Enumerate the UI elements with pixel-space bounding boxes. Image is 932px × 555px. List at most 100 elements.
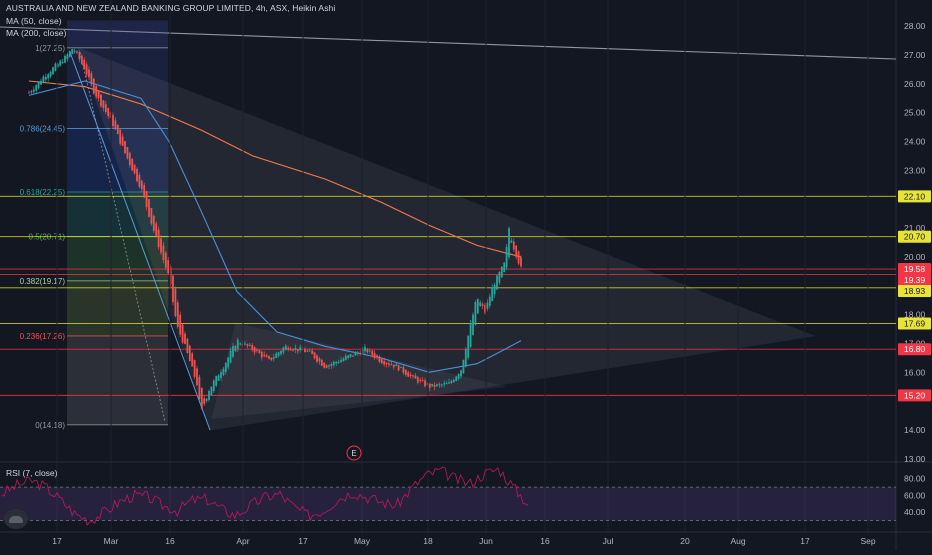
candle-body — [515, 245, 518, 258]
candle-body — [133, 164, 136, 174]
candle-body — [428, 383, 431, 388]
candle-body — [486, 302, 489, 309]
ma50-legend[interactable]: MA (50, close) — [6, 16, 62, 26]
price-tick-label: 20.00 — [904, 252, 926, 262]
price-tick-label: 28.00 — [904, 21, 926, 31]
candle-body — [131, 158, 134, 171]
fib-zone — [67, 20, 168, 48]
candle-body — [304, 349, 306, 353]
candle-body — [414, 375, 417, 379]
candle-body — [104, 104, 107, 112]
candle-body — [191, 353, 194, 367]
candle-body — [361, 349, 364, 354]
tradingview-logo-icon[interactable] — [4, 509, 28, 529]
rsi-legend[interactable]: RSI (7, close) — [6, 468, 58, 478]
candle-body — [107, 108, 110, 117]
level-price-label: 18.93 — [904, 286, 926, 296]
rsi-band — [0, 487, 896, 521]
candle-body — [56, 63, 59, 68]
candle-body — [54, 63, 57, 71]
candle-body — [220, 372, 222, 379]
candle-body — [239, 343, 242, 345]
candle-body — [28, 92, 30, 94]
candle-body — [385, 362, 388, 365]
ma200-line — [28, 80, 522, 258]
candle-body — [47, 74, 50, 79]
candle-body — [400, 366, 402, 368]
candle-body — [217, 375, 220, 381]
candle-body — [229, 350, 232, 363]
rsi-tick-label: 80.00 — [904, 474, 926, 484]
candle-body — [272, 357, 275, 359]
triangle-left-edge — [69, 51, 211, 431]
candle-body — [251, 344, 254, 350]
candle-body — [287, 347, 290, 350]
candle-body — [80, 55, 83, 64]
candle-body — [196, 368, 198, 386]
candle-body — [59, 60, 62, 66]
candle-body — [431, 383, 434, 386]
candle-body — [92, 78, 95, 94]
candle-body — [491, 287, 494, 302]
candles-group — [28, 48, 522, 410]
level-price-label: 19.39 — [904, 275, 926, 285]
candle-body — [481, 304, 484, 306]
candle-body — [376, 355, 378, 358]
candle-body — [438, 384, 441, 386]
candle-body — [174, 288, 177, 317]
candle-body — [510, 240, 513, 243]
candle-body — [421, 380, 424, 382]
candle-body — [340, 359, 342, 363]
candle-body — [378, 356, 381, 362]
candle-body — [289, 348, 292, 351]
candle-body — [265, 355, 268, 358]
candle-body — [474, 302, 477, 325]
fib-label: 0.618(22.25) — [20, 188, 66, 197]
candle-body — [328, 365, 330, 367]
candle-body — [282, 347, 285, 353]
candle-body — [342, 358, 345, 362]
candle-body — [73, 51, 76, 53]
candle-body — [164, 252, 167, 268]
candle-body — [445, 383, 448, 385]
candle-body — [508, 228, 510, 258]
candle-body — [42, 76, 45, 83]
candle-body — [347, 355, 350, 358]
candle-body — [136, 168, 138, 182]
candle-body — [505, 247, 508, 268]
candle-body — [311, 350, 314, 355]
ma200-legend[interactable]: MA (200, close) — [6, 28, 67, 38]
time-tick-label: Mar — [104, 536, 119, 546]
price-tick-label: 21.00 — [904, 223, 926, 233]
candle-body — [172, 275, 174, 302]
candle-body — [397, 365, 400, 371]
candle-body — [83, 59, 86, 70]
long-trendline — [0, 26, 897, 60]
candle-body — [320, 359, 323, 366]
candle-body — [64, 55, 66, 63]
ma50-line — [28, 80, 522, 373]
rsi-tick-label: 60.00 — [904, 490, 926, 500]
price-tick-label: 14.00 — [904, 425, 926, 435]
level-price-badge — [898, 263, 931, 276]
candle-body — [443, 383, 446, 385]
candle-body — [448, 382, 450, 384]
level-price-badge — [898, 285, 931, 298]
candle-body — [299, 347, 302, 351]
candle-body — [344, 356, 347, 360]
candle-body — [409, 374, 412, 377]
candle-body — [402, 367, 405, 373]
fib-label: 0.236(17.26) — [20, 332, 66, 341]
candle-body — [88, 69, 90, 78]
candle-body — [462, 359, 465, 374]
candle-body — [275, 353, 278, 358]
chart-title: AUSTRALIA AND NEW ZEALAND BANKING GROUP … — [6, 3, 336, 13]
candle-body — [464, 349, 467, 367]
candle-body — [496, 275, 498, 290]
candle-body — [364, 346, 366, 352]
candle-body — [148, 199, 150, 217]
candle-body — [404, 369, 407, 375]
candle-body — [488, 296, 491, 306]
